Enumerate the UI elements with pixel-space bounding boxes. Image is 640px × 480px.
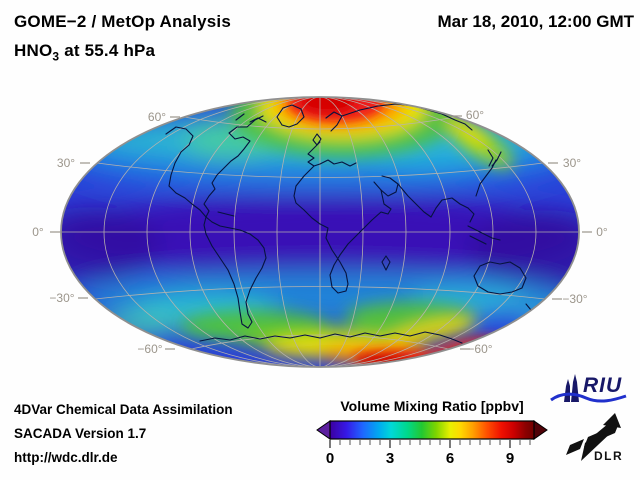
colorbar-right-arrow: [533, 420, 548, 440]
colorbar-left-arrow: [316, 420, 331, 440]
lat-label-right-60: 60°: [465, 108, 485, 122]
lat-label-right-m30: −30°: [562, 292, 588, 306]
species-label: HNO3 at 55.4 hPa: [14, 41, 155, 63]
timestamp: Mar 18, 2010, 12:00 GMT: [437, 12, 634, 31]
lat-label-right-30: 30°: [562, 156, 582, 170]
world-heatmap: [61, 97, 579, 367]
footer-method: 4DVar Chemical Data Assimilation: [14, 402, 233, 417]
colorbar-tick-3: 3: [385, 450, 395, 467]
lat-ticks: [50, 115, 592, 350]
colorbar-minor-ticks: [339, 440, 531, 445]
plot-title: GOME−2 / MetOp Analysis: [14, 12, 232, 31]
colorbar-tick-6: 6: [445, 450, 455, 467]
graticule: [61, 97, 579, 367]
lat-label-left-30: 30°: [56, 156, 76, 170]
formula-prefix: HNO: [14, 41, 53, 60]
dlr-logo-icon: [566, 413, 621, 461]
colorbar-title: Volume Mixing Ratio [ppbv]: [340, 398, 524, 414]
riu-logo-text: RIU: [583, 374, 623, 397]
footer-version: SACADA Version 1.7: [14, 426, 147, 441]
lat-label-left-m30: −30°: [49, 291, 75, 305]
colorbar-tick-9: 9: [505, 450, 515, 467]
formula-subscript: 3: [52, 49, 60, 64]
colorbar: [316, 420, 548, 448]
lat-label-right-0: 0°: [596, 225, 608, 239]
footer-url: http://wdc.dlr.de: [14, 450, 118, 465]
colorbar-tick-0: 0: [325, 450, 335, 467]
colorbar-major-ticks: [329, 440, 511, 448]
lat-label-left-0: 0°: [32, 225, 44, 239]
riu-cathedral-icon: [564, 379, 570, 402]
lat-label-right-m60: −60°: [467, 342, 493, 356]
colorbar-gradient: [329, 420, 535, 440]
map-outline: [60, 96, 580, 368]
riu-logo: [550, 374, 627, 403]
lat-label-left-m60: −60°: [137, 342, 163, 356]
riu-wave-icon: [550, 392, 627, 403]
riu-cathedral-icon: [571, 374, 579, 402]
lat-label-left-60: 60°: [147, 110, 167, 124]
dlr-logo-text: DLR: [594, 449, 624, 463]
formula-suffix: at 55.4 hPa: [59, 41, 156, 60]
